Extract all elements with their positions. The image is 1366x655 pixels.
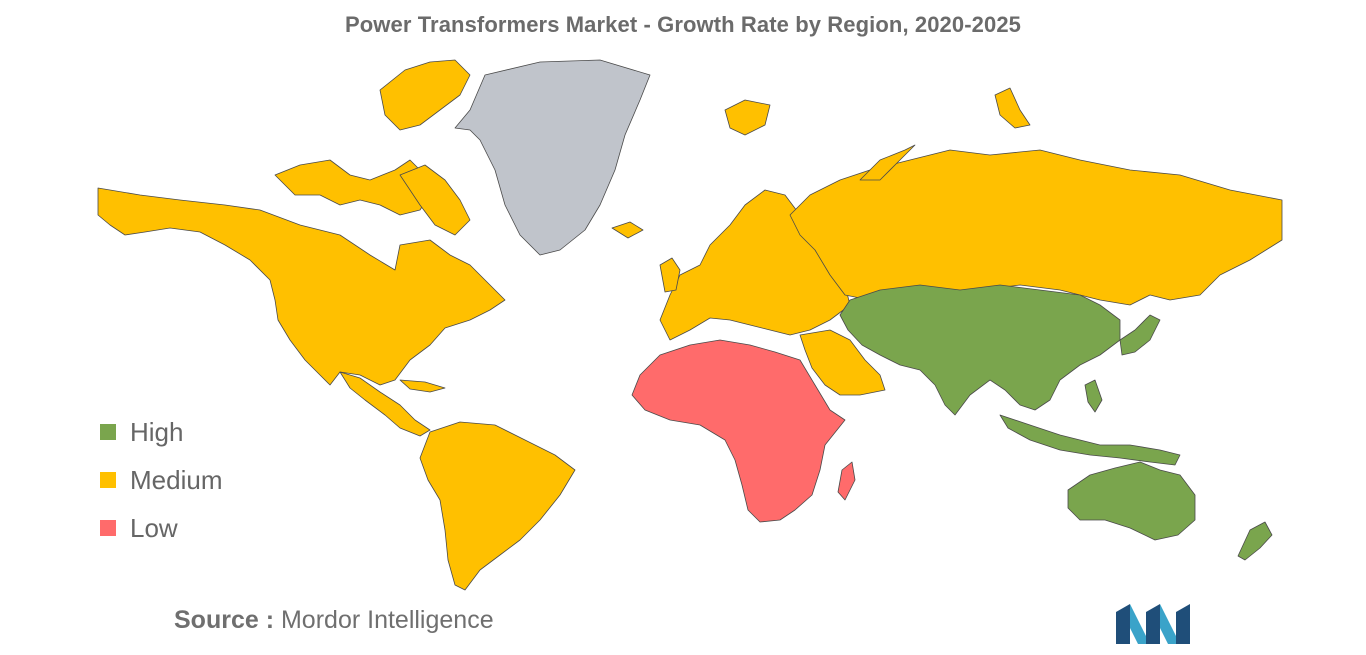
- region-north-america: [97, 187, 506, 386]
- legend-label-medium: Medium: [130, 464, 223, 495]
- region-svalbard: [724, 99, 771, 136]
- world-map: [97, 59, 1283, 591]
- region-south-america: [419, 421, 576, 591]
- map-legend: High Medium Low: [100, 408, 222, 552]
- region-philippines: [1084, 379, 1103, 413]
- legend-label-low: Low: [130, 512, 178, 543]
- region-baffin: [399, 164, 471, 236]
- source-note: Source : Mordor Intelligence: [174, 606, 494, 635]
- region-southeast-asia: [999, 414, 1181, 466]
- region-novaya-zemlya: [859, 144, 916, 181]
- region-caribbean: [399, 379, 446, 393]
- region-japan: [1119, 314, 1161, 356]
- map-title: Power Transformers Market - Growth Rate …: [344, 12, 1021, 37]
- region-canada-islands: [379, 59, 471, 131]
- legend-swatch-medium: [100, 472, 116, 488]
- region-asia: [839, 284, 1121, 416]
- region-arctic-islands: [994, 87, 1031, 129]
- source-text: Mordor Intelligence: [280, 606, 494, 634]
- legend-swatch-low: [100, 520, 116, 536]
- legend-item-low: Low: [100, 504, 222, 552]
- region-uk: [659, 257, 681, 293]
- region-canada-arctic: [274, 159, 431, 216]
- region-australia: [1067, 461, 1196, 541]
- legend-swatch-high: [100, 424, 116, 440]
- region-central-america: [339, 371, 431, 437]
- region-new-zealand: [1237, 521, 1273, 561]
- region-africa: [631, 339, 846, 523]
- region-middle-east: [799, 329, 886, 396]
- legend-label-high: High: [130, 416, 184, 447]
- mordor-intelligence-logo-icon: [1116, 604, 1190, 644]
- legend-item-high: High: [100, 408, 222, 456]
- region-russia: [789, 149, 1283, 306]
- region-greenland: [454, 59, 651, 256]
- legend-item-medium: Medium: [100, 456, 222, 504]
- source-prefix: Source :: [174, 606, 275, 634]
- region-iceland: [611, 221, 644, 239]
- region-madagascar: [837, 461, 856, 501]
